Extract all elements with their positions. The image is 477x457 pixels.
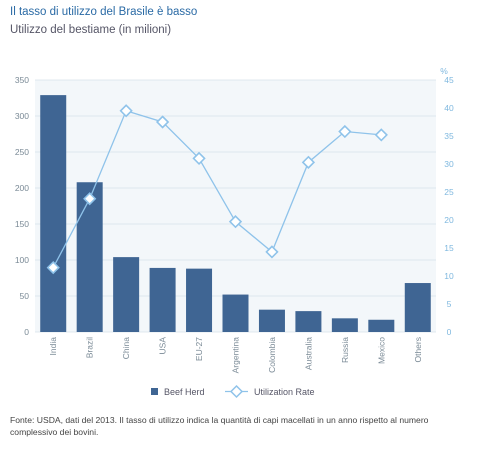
right-tick-label: 35: [444, 131, 454, 141]
bar: [186, 268, 213, 332]
bar: [76, 182, 103, 332]
chart-title: Il tasso di utilizzo del Brasile è basso: [10, 6, 198, 18]
utilization-point: [265, 245, 279, 259]
left-tick-label: 250: [15, 147, 29, 157]
x-tick-label: Russia: [340, 337, 350, 363]
x-tick-label: Others: [413, 337, 423, 363]
bar: [113, 257, 140, 332]
legend-bar-swatch: [151, 388, 158, 395]
utilization-point: [192, 151, 206, 166]
bar: [331, 318, 358, 332]
utilization-point: [301, 155, 316, 169]
x-axis-labels: India Brazil China USA EU-27 Argentina Colombi…: [48, 337, 423, 374]
chart: 0 50 100 150 200 250 300 350 0 5 10 15 20 25 30 35 40 45…: [15, 66, 454, 399]
right-tick-label: 25: [444, 187, 454, 197]
bar: [404, 283, 431, 332]
utilization-point: [46, 260, 60, 275]
utilization-markers: [46, 104, 388, 275]
right-tick-label: 0: [447, 327, 452, 337]
right-axis-ticks: 0 5 10 15 20 25 30 35 40 45: [444, 75, 454, 337]
bar: [258, 309, 285, 332]
utilization-point: [228, 215, 243, 229]
right-tick-label: 45: [444, 75, 454, 85]
left-tick-label: 300: [15, 111, 29, 121]
utilization-line: [52, 110, 382, 268]
utilization-point: [338, 124, 352, 139]
left-tick-label: 150: [15, 219, 29, 229]
left-tick-label: 0: [24, 327, 29, 337]
utilization-point: [119, 104, 133, 118]
x-tick-label: Brazil: [85, 337, 95, 358]
left-axis-ticks: 0 50 100 150 200 250 300 350: [15, 75, 29, 337]
right-tick-label: 10: [444, 271, 454, 281]
utilization-point: [155, 115, 170, 129]
left-tick-label: 200: [15, 183, 29, 193]
left-tick-label: 100: [15, 255, 29, 265]
left-tick-label: 50: [20, 291, 30, 301]
legend-line-marker: [229, 384, 244, 399]
legend-bar-label: Beef Herd: [164, 387, 205, 397]
chart-subtitle: Utilizzo del bestiame (in milioni): [10, 24, 172, 36]
legend-line-label: Utilization Rate: [254, 387, 315, 397]
x-tick-label: Mexico: [376, 337, 386, 364]
x-tick-label: China: [121, 337, 131, 359]
x-tick-label: India: [48, 337, 58, 356]
right-tick-label: 40: [444, 103, 454, 113]
right-tick-label: 15: [444, 243, 454, 253]
utilization-point: [374, 128, 388, 142]
bar: [40, 95, 67, 333]
x-tick-label: USA: [158, 337, 168, 355]
right-tick-label: 30: [444, 159, 454, 169]
left-tick-label: 350: [15, 75, 29, 85]
right-axis-label: %: [440, 66, 448, 76]
x-tick-label: Argentina: [231, 337, 241, 374]
right-tick-label: 5: [447, 299, 452, 309]
bar: [368, 319, 395, 332]
x-tick-label: EU-27: [194, 337, 204, 361]
footnote: Fonte: USDA, dati del 2013. Il tasso di …: [10, 415, 429, 437]
bar: [149, 267, 176, 332]
bar: [222, 294, 249, 332]
bars: [40, 95, 431, 333]
utilization-point: [83, 192, 97, 206]
bar: [295, 311, 322, 332]
x-tick-label: Colombia: [267, 337, 277, 373]
x-tick-label: Australia: [303, 337, 313, 370]
right-tick-label: 20: [444, 215, 454, 225]
